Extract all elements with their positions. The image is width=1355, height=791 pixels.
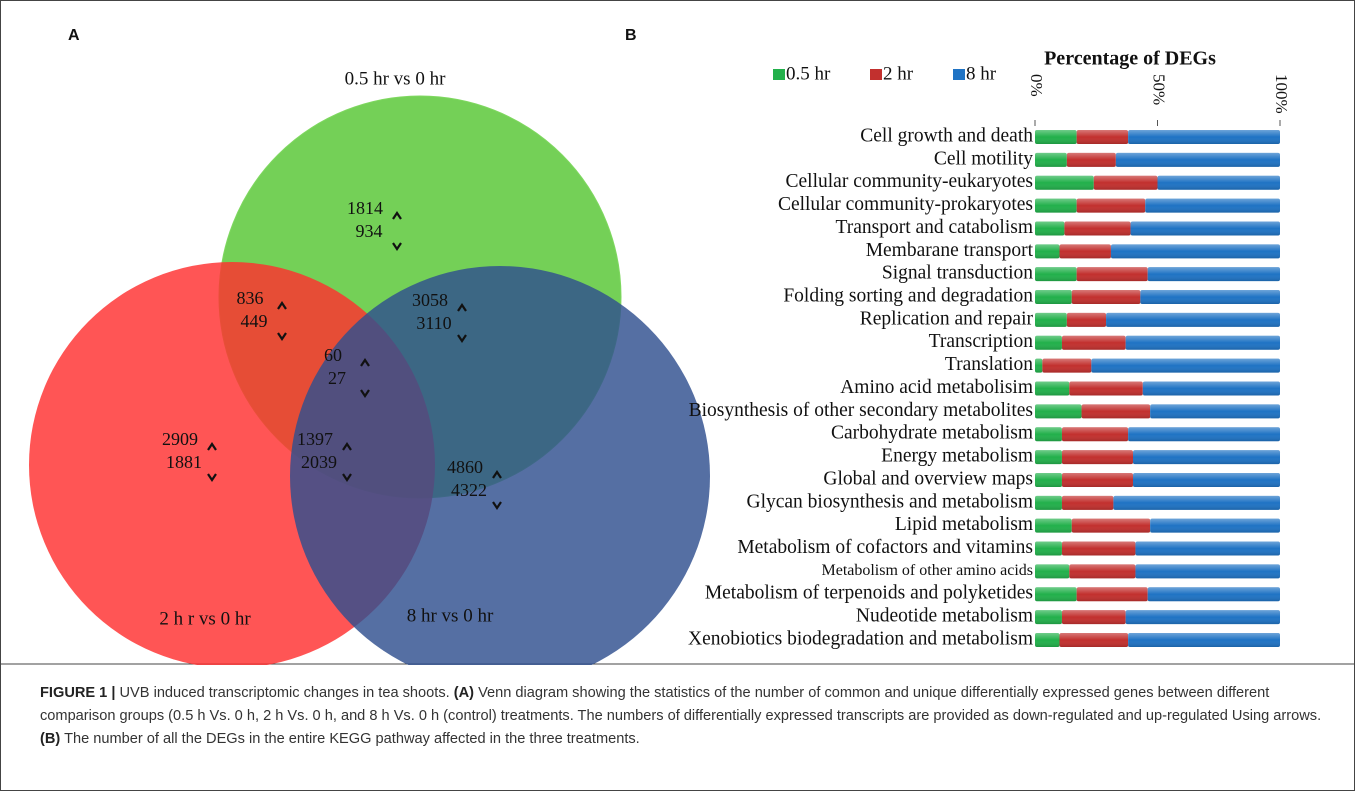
caption: FIGURE 1 | UVB induced transcriptomic ch… [40,682,1330,751]
region-count: 836 [237,288,264,308]
arrow [457,303,467,312]
category-label: Nudeotide metabolism [856,606,1033,627]
panel-label: A [68,27,80,44]
category-label: Carbohydrate metabolism [831,423,1033,444]
category-label: Cell growth and death [860,125,1033,146]
caption-label: FIGURE 1 | [40,685,116,701]
bar-shine [1035,130,1280,144]
figure: A B Percentage of DEGs 0.5 hr vs 0 hr 2 h… [0,27,1355,665]
caption-label: (B) [40,731,61,747]
x-tick-label: 100% [1272,74,1291,114]
category-label: Membarane transport [866,240,1034,261]
region-count: 4860 [447,457,483,477]
bar-shine [1035,404,1280,419]
bar-shine [1035,427,1280,442]
region-count: 3058 [412,290,448,310]
category-label: Lipid metabolism [895,514,1033,535]
bar-shine [1035,381,1280,396]
arrow [207,442,217,451]
category-label: Transcription [929,331,1034,352]
chart-title: Percentage of DEGs [1044,48,1216,70]
caption-text: The number of all the DEGs in the entire… [64,731,640,747]
bar-shine [1035,472,1280,487]
region-count: 2039 [301,452,337,472]
category-label: Metabolism of terpenoids and polyketides [705,583,1033,604]
category-label: Biosynthesis of other secondary metaboli… [689,400,1033,421]
bar-shine [1035,633,1280,647]
category-label: Global and overview maps [823,468,1033,489]
arrow [342,473,352,482]
legend-swatch [773,69,785,80]
set-label: 8 hr vs 0 hr [407,605,494,626]
bar-shine [1035,175,1280,190]
bar-shine [1035,335,1280,350]
arrow [457,334,467,343]
legend-label: 8 hr [966,63,997,84]
bar-shine [1035,152,1280,167]
set-label: 0.5 hr vs 0 hr [345,68,446,89]
caption-title: UVB induced transcriptomic changes in te… [119,685,450,701]
arrow [207,473,217,482]
region-count: 449 [241,311,268,331]
arrow [277,301,287,310]
region-count: 1397 [297,429,333,449]
bar-shine [1035,198,1280,213]
arrow [392,211,402,220]
category-label: Metabolism of other amino acids [821,562,1033,579]
region-count: 1814 [347,198,383,218]
bar-shine [1035,495,1280,510]
caption-text: Venn diagram showing the statistics of t… [40,685,1322,724]
bar-shine [1035,290,1280,305]
arrow [392,242,402,251]
category-label: Xenobiotics biodegradation and metabolis… [688,628,1033,649]
category-label: Cellular community-eukaryotes [786,171,1033,192]
bar-shine [1035,221,1280,236]
venn-circle [290,266,710,665]
category-label: Signal transduction [882,263,1033,284]
x-tick-label: 0% [1027,74,1046,97]
arrow [360,358,370,367]
bar-shine [1035,518,1280,533]
region-count: 3110 [416,313,451,333]
region-count: 934 [356,221,383,241]
category-label: Amino acid metabolisim [840,377,1033,398]
category-label: Translation [945,354,1033,375]
x-tick-label: 50% [1150,74,1169,105]
bar-shine [1035,450,1280,465]
legend-label: 0.5 hr [786,63,831,84]
bar-shine [1035,267,1280,282]
legend-label: 2 hr [883,63,914,84]
category-label: Replication and repair [860,308,1034,329]
panel-label: B [625,27,637,44]
bar-shine [1035,610,1280,625]
category-label: Glycan biosynthesis and metabolism [746,491,1033,512]
category-label: Transport and catabolism [835,217,1033,238]
region-count: 27 [328,368,346,388]
bar-shine [1035,587,1280,602]
category-label: Energy metabolism [881,446,1033,467]
region-count: 4322 [451,480,487,500]
set-label: 2 h r vs 0 hr [159,608,251,629]
category-label: Metabolism of cofactors and vitamins [737,537,1033,558]
region-count: 2909 [162,429,198,449]
bar-shine [1035,312,1280,327]
bar-shine [1035,358,1280,373]
legend-swatch [870,69,882,80]
legend-swatch [953,69,965,80]
arrow [277,332,287,341]
arrow [360,389,370,398]
region-count: 60 [324,345,342,365]
caption-label: (A) [453,685,474,701]
category-label: Cell motility [934,148,1033,169]
venn [29,95,710,665]
arrow [492,470,502,479]
arrow [342,442,352,451]
category-label: Cellular community-prokaryotes [778,194,1033,215]
region-count: 1881 [166,452,202,472]
bar-shine [1035,541,1280,556]
category-label: Folding sorting and degradation [783,286,1033,307]
bar-shine [1035,564,1280,579]
bar-shine [1035,244,1280,259]
arrow [492,501,502,510]
